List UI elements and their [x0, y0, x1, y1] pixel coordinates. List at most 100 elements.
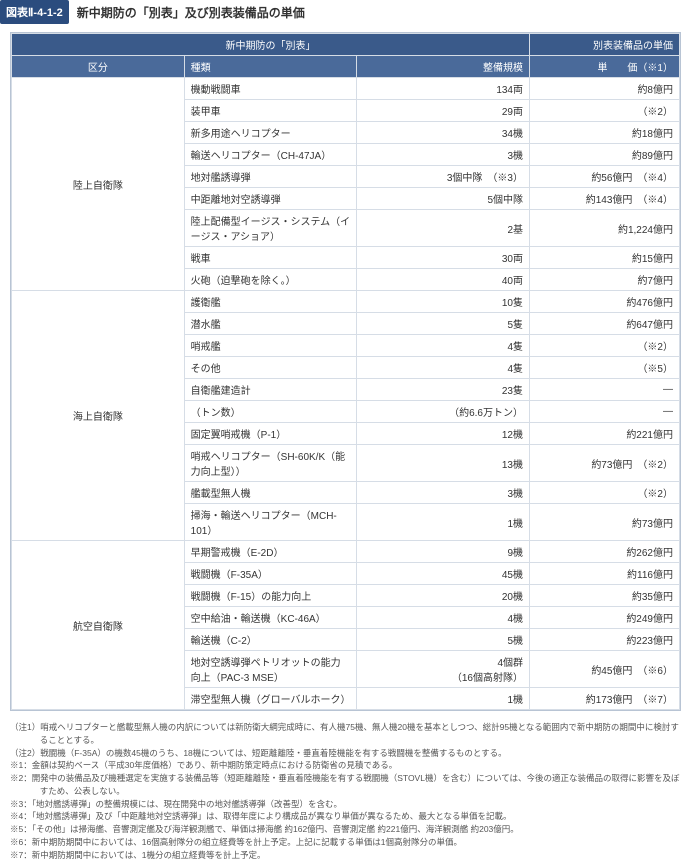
type-cell: 地対空誘導弾ペトリオットの能力向上（PAC-3 MSE）	[184, 651, 357, 688]
note-line: ※1：金額は契約ベース（平成30年度価格）であり、新中期防策定時点における防衛省…	[10, 759, 681, 772]
scale-cell: 30両	[357, 247, 530, 269]
table-row: 陸上自衛隊機動戦闘車134両約8億円	[12, 78, 680, 100]
scale-cell: 23隻	[357, 379, 530, 401]
price-cell: 約116億円	[530, 563, 680, 585]
price-cell: 約1,224億円	[530, 210, 680, 247]
price-cell: 約143億円 （※4）	[530, 188, 680, 210]
type-cell: 護衛艦	[184, 291, 357, 313]
note-line: ※6：新中期防期間中においては、16個高射隊分の組立経費等を計上予定。上記に記載…	[10, 836, 681, 849]
type-cell: 戦車	[184, 247, 357, 269]
header-price: 単 価（※1）	[530, 56, 680, 78]
price-cell: 約221億円	[530, 423, 680, 445]
price-cell: 約8億円	[530, 78, 680, 100]
scale-cell: 5機	[357, 629, 530, 651]
price-cell: 約18億円	[530, 122, 680, 144]
header-type: 種類	[184, 56, 357, 78]
type-cell: 中距離地対空誘導弾	[184, 188, 357, 210]
price-cell: 約173億円 （※7）	[530, 688, 680, 710]
scale-cell: 3機	[357, 144, 530, 166]
price-cell: ―	[530, 379, 680, 401]
price-cell: 約476億円	[530, 291, 680, 313]
type-cell: 新多用途ヘリコプター	[184, 122, 357, 144]
type-cell: （トン数）	[184, 401, 357, 423]
type-cell: 陸上配備型イージス・システム（イージス・アショア）	[184, 210, 357, 247]
scale-cell: 40両	[357, 269, 530, 291]
scale-cell: 34機	[357, 122, 530, 144]
type-cell: 地対艦誘導弾	[184, 166, 357, 188]
type-cell: 艦載型無人機	[184, 482, 357, 504]
type-cell: 戦闘機（F-35A）	[184, 563, 357, 585]
scale-cell: 1機	[357, 688, 530, 710]
category-cell: 海上自衛隊	[12, 291, 185, 541]
table-row: 航空自衛隊早期警戒機（E-2D）9機約262億円	[12, 541, 680, 563]
type-cell: 火砲（迫撃砲を除く。）	[184, 269, 357, 291]
scale-cell: 3個中隊 （※3）	[357, 166, 530, 188]
type-cell: 潜水艦	[184, 313, 357, 335]
scale-cell: 4個群（16個高射隊）	[357, 651, 530, 688]
header-group-main: 新中期防の「別表」	[12, 34, 530, 56]
scale-cell: 3機	[357, 482, 530, 504]
price-cell: 約262億円	[530, 541, 680, 563]
scale-cell: 45機	[357, 563, 530, 585]
price-cell: ―	[530, 401, 680, 423]
notes-block: （注1）哨戒ヘリコプターと艦載型無人機の内訳については新防衛大綱完成時に、有人機…	[10, 721, 681, 861]
type-cell: 固定翼哨戒機（P-1）	[184, 423, 357, 445]
price-cell: 約647億円	[530, 313, 680, 335]
header-scale: 整備規模	[357, 56, 530, 78]
category-cell: 陸上自衛隊	[12, 78, 185, 291]
scale-cell: 1機	[357, 504, 530, 541]
price-cell: 約7億円	[530, 269, 680, 291]
scale-cell: 2基	[357, 210, 530, 247]
note-line: ※7：新中期防期間中においては、1機分の組立経費等を計上予定。	[10, 849, 681, 861]
price-cell: 約89億円	[530, 144, 680, 166]
type-cell: 輸送ヘリコプター（CH-47JA）	[184, 144, 357, 166]
equipment-table: 新中期防の「別表」 別表装備品の単価 区分 種類 整備規模 単 価（※1） 陸上…	[11, 33, 680, 710]
note-line: ※4：「地対艦誘導弾」及び「中距離地対空誘導弾」は、取得年度により構成品が異なり…	[10, 810, 681, 823]
figure-title: 新中期防の「別表」及び別表装備品の単価	[77, 4, 305, 21]
price-cell: （※5）	[530, 357, 680, 379]
type-cell: 戦闘機（F-15）の能力向上	[184, 585, 357, 607]
price-cell: 約73億円 （※2）	[530, 445, 680, 482]
scale-cell: 4機	[357, 607, 530, 629]
price-cell: 約56億円 （※4）	[530, 166, 680, 188]
type-cell: 空中給油・輸送機（KC-46A）	[184, 607, 357, 629]
type-cell: 機動戦闘車	[184, 78, 357, 100]
price-cell: 約15億円	[530, 247, 680, 269]
note-line: （注2）戦闘機（F-35A）の機数45機のうち、18機については、短距離離陸・垂…	[10, 747, 681, 760]
price-cell: （※2）	[530, 482, 680, 504]
scale-cell: 12機	[357, 423, 530, 445]
price-cell: 約45億円 （※6）	[530, 651, 680, 688]
category-cell: 航空自衛隊	[12, 541, 185, 710]
type-cell: 自衛艦建造計	[184, 379, 357, 401]
type-cell: 掃海・輸送ヘリコプター（MCH-101）	[184, 504, 357, 541]
type-cell: 哨戒艦	[184, 335, 357, 357]
price-cell: （※2）	[530, 335, 680, 357]
scale-cell: 4隻	[357, 335, 530, 357]
header-category: 区分	[12, 56, 185, 78]
note-line: （注1）哨戒ヘリコプターと艦載型無人機の内訳については新防衛大綱完成時に、有人機…	[10, 721, 681, 747]
scale-cell: 13機	[357, 445, 530, 482]
scale-cell: 5個中隊	[357, 188, 530, 210]
scale-cell: 9機	[357, 541, 530, 563]
price-cell: 約223億円	[530, 629, 680, 651]
type-cell: 早期警戒機（E-2D）	[184, 541, 357, 563]
type-cell: 装甲車	[184, 100, 357, 122]
note-line: ※2：開発中の装備品及び機種選定を実施する装備品等（短距離離陸・垂直着陸機能を有…	[10, 772, 681, 798]
scale-cell: 134両	[357, 78, 530, 100]
table-row: 海上自衛隊護衛艦10隻約476億円	[12, 291, 680, 313]
type-cell: その他	[184, 357, 357, 379]
scale-cell: （約6.6万トン）	[357, 401, 530, 423]
scale-cell: 10隻	[357, 291, 530, 313]
table-wrapper: 新中期防の「別表」 別表装備品の単価 区分 種類 整備規模 単 価（※1） 陸上…	[10, 32, 681, 711]
figure-tag: 図表Ⅱ-4-1-2	[0, 0, 69, 24]
scale-cell: 29両	[357, 100, 530, 122]
header-group-price: 別表装備品の単価	[530, 34, 680, 56]
type-cell: 滞空型無人機（グローバルホーク）	[184, 688, 357, 710]
note-line: ※5：「その他」は掃海艦、音響測定艦及び海洋観測艦で、単価は掃海艦 約162億円…	[10, 823, 681, 836]
price-cell: 約73億円	[530, 504, 680, 541]
scale-cell: 5隻	[357, 313, 530, 335]
price-cell: 約35億円	[530, 585, 680, 607]
price-cell: 約249億円	[530, 607, 680, 629]
note-line: ※3：「地対艦誘導弾」の整備規模には、現在開発中の地対艦誘導弾（改善型）を含む。	[10, 798, 681, 811]
type-cell: 哨戒ヘリコプター（SH-60K/K（能力向上型））	[184, 445, 357, 482]
